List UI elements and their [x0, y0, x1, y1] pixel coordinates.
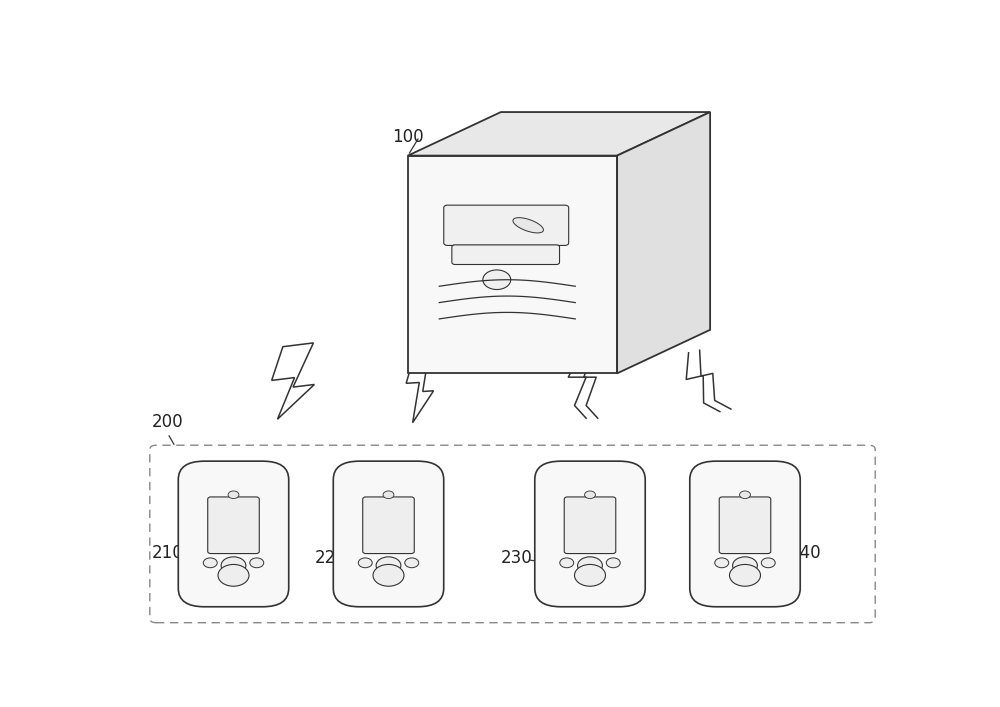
Circle shape: [483, 270, 511, 290]
Circle shape: [585, 491, 595, 498]
Circle shape: [221, 557, 246, 574]
Polygon shape: [782, 481, 799, 579]
Circle shape: [740, 491, 750, 498]
Polygon shape: [408, 112, 710, 156]
Circle shape: [383, 491, 394, 498]
Circle shape: [358, 558, 372, 568]
Circle shape: [560, 558, 574, 568]
FancyBboxPatch shape: [333, 461, 444, 607]
FancyBboxPatch shape: [444, 205, 569, 245]
Circle shape: [203, 558, 217, 568]
Polygon shape: [408, 156, 617, 373]
Polygon shape: [270, 481, 287, 579]
FancyBboxPatch shape: [208, 497, 259, 554]
Text: 240: 240: [790, 544, 822, 562]
Circle shape: [405, 558, 419, 568]
FancyBboxPatch shape: [719, 497, 771, 554]
Polygon shape: [406, 345, 434, 423]
Polygon shape: [272, 343, 314, 419]
Circle shape: [733, 557, 757, 574]
Circle shape: [574, 564, 606, 586]
Polygon shape: [370, 463, 424, 472]
Circle shape: [218, 564, 249, 586]
FancyBboxPatch shape: [363, 497, 414, 554]
Circle shape: [578, 557, 602, 574]
Circle shape: [373, 564, 404, 586]
Circle shape: [250, 558, 264, 568]
Polygon shape: [425, 481, 442, 579]
Text: 100: 100: [392, 127, 424, 146]
Circle shape: [761, 558, 775, 568]
Circle shape: [228, 491, 239, 498]
Circle shape: [606, 558, 620, 568]
Text: 210: 210: [152, 544, 184, 562]
FancyBboxPatch shape: [690, 461, 800, 607]
FancyBboxPatch shape: [564, 497, 616, 554]
Circle shape: [376, 557, 401, 574]
Polygon shape: [627, 481, 644, 579]
Polygon shape: [617, 112, 710, 373]
Polygon shape: [215, 463, 269, 472]
FancyBboxPatch shape: [178, 461, 289, 607]
Polygon shape: [726, 463, 781, 472]
Text: 220: 220: [315, 549, 347, 568]
Circle shape: [715, 558, 729, 568]
FancyBboxPatch shape: [452, 245, 560, 264]
Circle shape: [730, 564, 761, 586]
Text: 200: 200: [152, 412, 184, 431]
Polygon shape: [571, 463, 626, 472]
Text: 230: 230: [501, 549, 533, 568]
FancyBboxPatch shape: [150, 445, 875, 623]
Polygon shape: [513, 218, 543, 233]
FancyBboxPatch shape: [535, 461, 645, 607]
